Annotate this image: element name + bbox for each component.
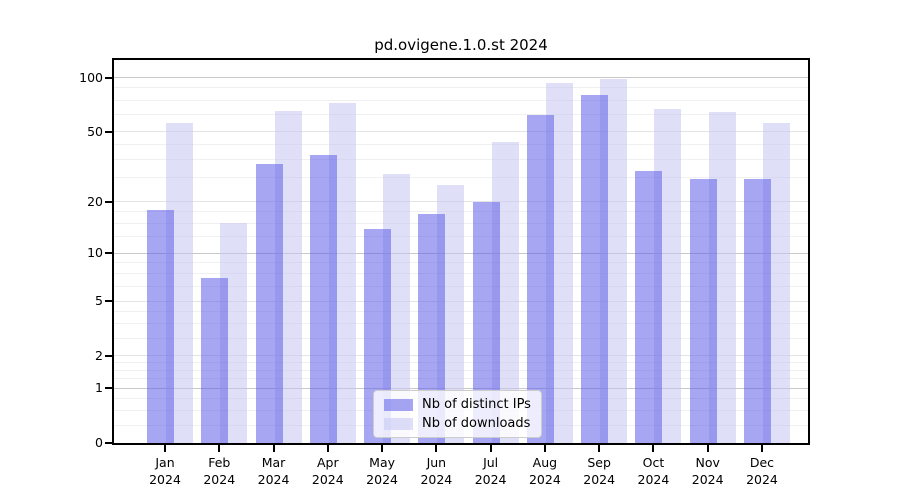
x-tick-month: Nov [695,455,720,470]
x-tick [218,445,221,452]
y-tick-label: 100 [79,69,103,85]
x-tick-label-nov: Nov 2024 [668,454,748,488]
x-tick-month: Sep [587,455,611,470]
x-tick [598,445,601,452]
legend-item-distinct-ips: Nb of distinct IPs [384,397,531,412]
x-tick-year: 2024 [528,472,561,487]
x-tick-year: 2024 [637,472,670,487]
x-tick-year: 2024 [203,472,236,487]
x-tick-label-jan: Jan 2024 [125,454,205,488]
bar-nov-distinct-ips [689,179,717,443]
major-gridline [114,77,808,78]
x-tick-year: 2024 [583,472,616,487]
chart-title: pd.ovigene.1.0.st 2024 [374,36,548,54]
x-tick-year: 2024 [474,472,507,487]
x-tick-month: Oct [642,455,665,470]
x-tick [543,445,546,452]
x-tick-month: Feb [208,455,231,470]
x-tick-month: Aug [532,455,558,470]
x-tick [326,445,329,452]
minor-gridline [114,99,808,101]
x-tick [164,445,166,452]
legend-label-downloads: Nb of downloads [422,416,531,431]
x-tick-label-aug: Aug 2024 [505,454,585,488]
bar-feb-distinct-ips [201,278,229,443]
plot-area: Nb of distinct IPs Nb of downloads [112,58,810,445]
bar-mar-distinct-ips [255,163,283,443]
x-tick-month: Mar [261,455,286,470]
y-tick [105,252,112,255]
legend-swatch-distinct-ips-icon [384,398,413,411]
minor-gridline [114,158,808,160]
y-tick [105,300,112,303]
x-tick-month: Jan [155,455,175,470]
bar-oct-distinct-ips [635,171,663,443]
x-tick [652,445,655,452]
x-tick-month: Jul [483,455,499,470]
bar-apr-distinct-ips [309,154,337,443]
x-tick-label-jun: Jun 2024 [396,454,476,488]
y-tick-label: 5 [95,293,103,309]
y-tick-label: 0 [95,435,103,450]
legend: Nb of distinct IPs Nb of downloads [373,390,542,438]
y-tick-label: 2 [95,347,103,363]
y-tick-label: 10 [87,245,103,261]
y-tick [105,200,112,203]
y-tick [105,387,112,390]
y-tick [105,442,112,444]
minor-gridline [114,113,808,115]
bar-jan-distinct-ips [147,209,174,443]
x-tick-label-dec: Dec 2024 [722,454,802,488]
x-tick [435,445,438,452]
y-tick [105,354,112,357]
x-tick-year: 2024 [149,472,181,487]
y-tick-label: 50 [87,123,103,139]
y-tick [105,130,112,133]
major-gridline [114,131,808,133]
x-tick-month: May [369,455,395,470]
x-tick-month: Dec [749,455,775,470]
y-tick-label: 1 [95,380,103,396]
x-tick-year: 2024 [691,472,724,487]
x-tick [272,445,275,452]
x-tick [381,445,384,452]
x-tick [489,445,492,452]
x-tick-month: Apr [316,455,339,470]
x-tick [760,445,763,452]
bar-sep-distinct-ips [581,95,609,443]
x-tick-label-apr: Apr 2024 [288,454,368,488]
legend-swatch-downloads-icon [384,417,413,430]
x-tick-year: 2024 [257,472,290,487]
x-tick-year: 2024 [366,472,398,487]
x-tick-year: 2024 [420,472,453,487]
y-tick-label: 20 [87,193,103,209]
x-tick-label-sep: Sep 2024 [559,454,639,488]
bar-dec-distinct-ips [743,179,771,443]
minor-gridline [114,143,808,145]
x-tick-label-feb: Feb 2024 [179,454,259,488]
y-tick [105,76,112,79]
x-tick-label-may: May 2024 [342,454,422,488]
x-tick [706,445,709,452]
x-tick-label-mar: Mar 2024 [234,454,314,488]
bar-aug-distinct-ips [526,114,554,443]
legend-item-downloads: Nb of downloads [384,416,531,431]
x-tick-year: 2024 [746,472,778,487]
minor-gridline [114,87,808,89]
minor-gridline [114,177,808,179]
x-tick-label-jul: Jul 2024 [451,454,531,488]
x-tick-month: Jun [426,455,447,470]
x-tick-label-oct: Oct 2024 [613,454,693,488]
legend-label-distinct-ips: Nb of distinct IPs [422,397,531,412]
x-tick-year: 2024 [311,472,344,487]
